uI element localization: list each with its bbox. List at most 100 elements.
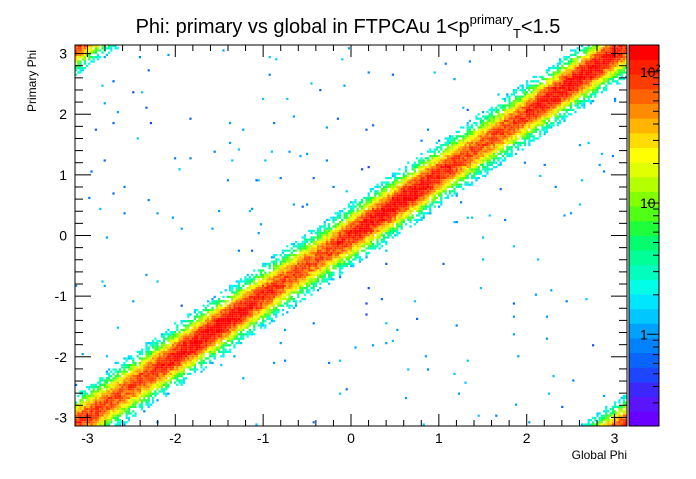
heatmap-cell: [297, 265, 300, 268]
heatmap-cell: [264, 289, 267, 292]
heatmap-cell: [174, 342, 177, 345]
heatmap-cell: [464, 177, 467, 180]
heatmap-cell: [222, 306, 225, 309]
heatmap-cell: [486, 128, 489, 131]
heatmap-cell: [413, 223, 416, 226]
heatmap-cell: [332, 245, 335, 248]
heatmap-cell: [231, 284, 234, 287]
heatmap-cell: [490, 133, 493, 136]
heatmap-cell: [460, 183, 463, 186]
heatmap-cell: [319, 271, 322, 274]
heatmap-cell: [160, 359, 163, 362]
heatmap-cell: [347, 256, 350, 259]
heatmap-cell: [160, 364, 163, 367]
heatmap-cell: [233, 315, 236, 318]
heatmap-cell: [451, 152, 454, 155]
heatmap-cell: [229, 337, 232, 340]
heatmap-cell: [383, 203, 386, 206]
heatmap-cell: [105, 414, 108, 417]
heatmap-cell: [185, 320, 188, 323]
heatmap-cell: [264, 287, 267, 290]
heatmap-cell: [486, 126, 489, 129]
heatmap-cell: [180, 320, 183, 323]
heatmap-cell: [211, 348, 214, 351]
heatmap-cell: [108, 392, 111, 395]
heatmap-cell: [433, 163, 436, 166]
heatmap-cell: [220, 322, 223, 325]
heatmap-cell: [455, 130, 458, 133]
heatmap-cell: [207, 326, 210, 329]
heatmap-cell: [290, 280, 293, 283]
heatmap-cell: [334, 212, 337, 215]
heatmap-cell: [345, 262, 348, 265]
heatmap-cell: [211, 342, 214, 345]
heatmap-cell: [405, 212, 408, 215]
heatmap-cell: [215, 313, 218, 316]
heatmap-cell: [77, 56, 80, 59]
heatmap-cell: [147, 199, 150, 202]
heatmap-cell: [110, 416, 113, 419]
heatmap-cell: [416, 190, 419, 193]
heatmap-cell: [466, 122, 469, 125]
heatmap-cell: [341, 240, 344, 243]
heatmap-cell: [187, 326, 190, 329]
heatmap-cell: [273, 265, 276, 268]
heatmap-cell: [339, 265, 342, 268]
heatmap-cell: [97, 53, 100, 56]
heatmap-cell: [325, 254, 328, 257]
heatmap-cell: [167, 335, 170, 338]
heatmap-cell: [193, 368, 196, 371]
heatmap-cell: [455, 168, 458, 171]
heatmap-cell: [398, 181, 401, 184]
heatmap-cell: [468, 60, 471, 63]
heatmap-cell: [220, 324, 223, 327]
heatmap-cell: [264, 278, 267, 281]
heatmap-cell: [92, 58, 95, 61]
heatmap-cell: [279, 271, 282, 274]
heatmap-cell: [237, 304, 240, 307]
heatmap-cell: [411, 192, 414, 195]
heatmap-cell: [319, 282, 322, 285]
heatmap-cell: [101, 379, 104, 382]
heatmap-cell: [383, 194, 386, 197]
heatmap-cell: [363, 223, 366, 226]
heatmap-cell: [339, 392, 342, 395]
heatmap-cell: [407, 174, 410, 177]
heatmap-cell: [244, 293, 247, 296]
heatmap-cell: [484, 122, 487, 125]
heatmap-cell: [504, 104, 507, 107]
heatmap-cell: [105, 53, 108, 56]
heatmap-cell: [490, 108, 493, 111]
heatmap-cell: [259, 322, 262, 325]
heatmap-cell: [427, 128, 430, 131]
heatmap-cell: [75, 410, 78, 413]
heatmap-cell: [328, 276, 331, 279]
heatmap-cell: [471, 166, 474, 169]
heatmap-cell: [365, 254, 368, 257]
heatmap-cell: [259, 280, 262, 283]
heatmap-cell: [292, 243, 295, 246]
heatmap-cell: [299, 280, 302, 283]
heatmap-cell: [163, 344, 166, 347]
heatmap-cell: [242, 291, 245, 294]
heatmap-cell: [424, 183, 427, 186]
heatmap-cell: [303, 282, 306, 285]
heatmap-cell: [486, 170, 489, 173]
heatmap-cell: [297, 280, 300, 283]
heatmap-cell: [222, 322, 225, 325]
heatmap-cell: [471, 146, 474, 149]
heatmap-cell: [308, 271, 311, 274]
heatmap-cell: [119, 414, 122, 417]
heatmap-cell: [308, 267, 311, 270]
heatmap-cell: [136, 401, 139, 404]
heatmap-cell: [259, 295, 262, 298]
heatmap-cell: [358, 210, 361, 213]
heatmap-cell: [110, 386, 113, 389]
heatmap-cell: [242, 313, 245, 316]
heatmap-cell: [116, 361, 119, 364]
heatmap-cell: [171, 216, 174, 219]
heatmap-cell: [317, 245, 320, 248]
heatmap-cell: [81, 51, 84, 54]
heatmap-cell: [427, 368, 430, 371]
heatmap-cell: [138, 383, 141, 386]
